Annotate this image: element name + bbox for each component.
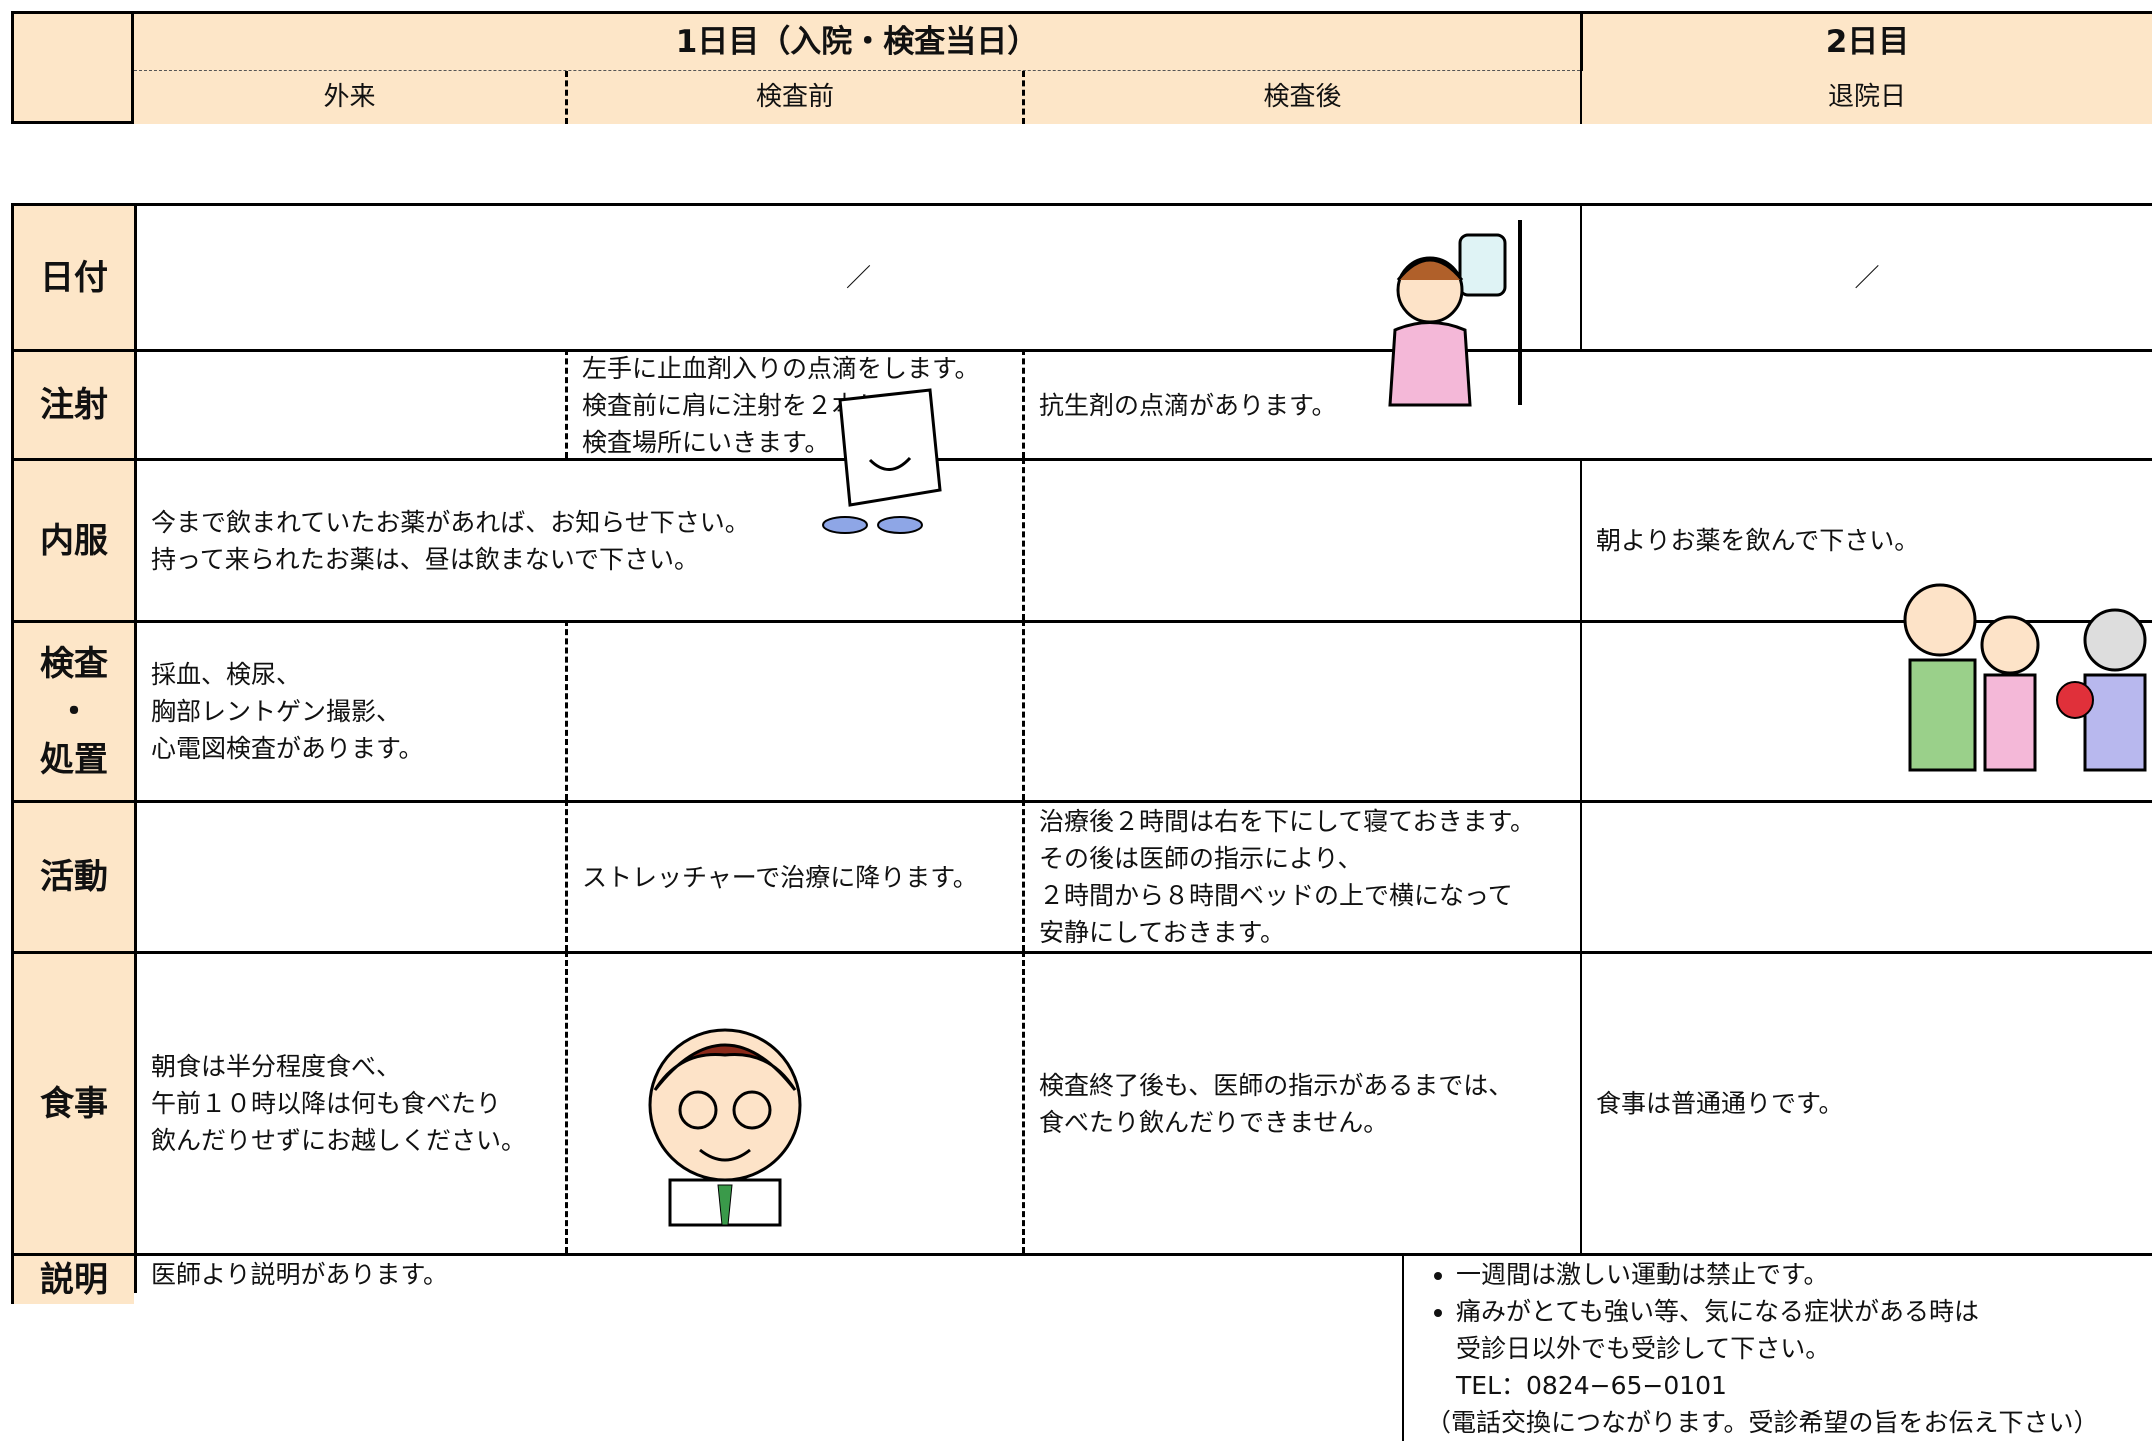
cell-text: ／ [1854, 263, 1880, 292]
cell: ／ [1580, 203, 2152, 349]
cell-text: ／ [845, 263, 871, 292]
cell-text: 胸部レントゲン撮影、 [151, 697, 402, 726]
cell-text: 医師より説明があります。 [151, 1260, 449, 1289]
illustration [1388, 220, 1522, 407]
cell [1580, 620, 2152, 800]
cell [1022, 620, 1580, 800]
schedule-table: 1日目（入院・検査当日） 2日目外来 検査前 検査後 退院日日付 ／ ／ 注射 左手に止血剤入り… [0, 0, 2152, 1253]
row-label: 注射 [11, 349, 134, 458]
column-label: 退院日 [1827, 82, 1906, 112]
column-label: 外来 [323, 82, 376, 112]
column-header: 外来 [134, 71, 565, 124]
column-header: 検査前 [565, 71, 1022, 124]
cell: 朝食は半分程度食べ、午前１０時以降は何も食べたり 飲んだりせずにお越しください。 [134, 951, 565, 1253]
column-label: 検査後 [1263, 82, 1342, 112]
column-header: 検査後 [1022, 71, 1580, 124]
illustration [1903, 583, 2147, 772]
bullet-text: 痛みがとても強い等、気になる症状がある時は [1456, 1297, 1980, 1326]
cell-text: 今まで飲まれていたお薬があれば、お知らせ下さい。 [151, 507, 750, 537]
column-header: 退院日 [1580, 71, 2152, 124]
bullet-text: 受診日以外でも受診して下さい。 [1456, 1334, 1831, 1363]
illustration [648, 1028, 802, 1227]
row-label: 内服 [11, 458, 134, 620]
day1-header: 1日目（入院・検査当日） [134, 11, 1580, 71]
row-label-text: 活動 [40, 857, 108, 897]
cell-text: 抗生剤の点滴があります。 [1039, 390, 1337, 420]
cell-text: ２時間から８時間ベッドの上で横になって [1039, 881, 1513, 910]
cell [565, 1253, 1022, 1256]
row-label: 活動 [11, 800, 134, 951]
row-label: 日付 [11, 203, 134, 349]
cell: 今まで飲まれていたお薬があれば、お知らせ下さい。 持って来られたお薬は、昼は飲まな… [134, 458, 1022, 620]
cell [1580, 800, 2152, 951]
cell-text: 食べたり飲んだりできません。 [1039, 1107, 1389, 1137]
row-label-text: 内服 [40, 520, 108, 561]
bullet-list: 一週間は激しい運動は禁止です。痛みがとても強い等、気になる症状がある時は受診日以… [1426, 1256, 2142, 1404]
row-label-text: 処置 [40, 739, 108, 780]
row-label: 説明 [11, 1253, 134, 1304]
row-label-text: 検査 [40, 643, 108, 684]
cell-text: 治療後２時間は右を下にして寝ておきます。 [1039, 807, 1536, 836]
row-label-text: 食事 [40, 1083, 108, 1124]
row-label-text: ・ [57, 691, 91, 732]
cell: 治療後２時間は右を下にして寝ておきます。 その後は医師の指示により、 ２時間から８時… [1022, 800, 1580, 951]
cell [565, 620, 1022, 800]
header-text: 2日目 [1825, 24, 1910, 60]
day2-header: 2日目 [1580, 11, 2152, 71]
cell-text: 採血、検尿、 [151, 660, 302, 689]
cell-text: 検査場所にいきます。 [582, 427, 830, 457]
cell-text: 安静にしておきます。 [1039, 918, 1286, 947]
row-label-text: 説明 [40, 1260, 108, 1300]
cell [565, 951, 1022, 1253]
row-label-text: 注射 [40, 385, 108, 425]
row-label-text: 日付 [40, 257, 108, 298]
cell: 採血、検尿、胸部レントゲン撮影、 心電図検査があります。 [134, 620, 565, 800]
cell-text: 検査終了後も、医師の指示があるまでは、 [1039, 1070, 1514, 1100]
explanation: 一週間は激しい運動は禁止です。痛みがとても強い等、気になる症状がある時は受診日以… [1402, 1253, 2152, 1441]
cell [1022, 458, 1580, 620]
header-text: 1日目（入院・検査当日） [675, 23, 1039, 60]
row-label: 検査・処置 [11, 620, 134, 800]
cell: ／ [134, 203, 1580, 349]
cell-text: 持って来られたお薬は、昼は飲まないで下さい。 [151, 544, 700, 574]
bullet-text: TEL：0824−65−0101 [1456, 1371, 1727, 1400]
cell [134, 349, 565, 458]
cell-text: 左手に止血剤入りの点滴をします。 [582, 353, 980, 383]
cell-text: 心電図検査があります。 [151, 734, 424, 763]
cell-text: 朝よりお薬を飲んで下さい。 [1596, 526, 1920, 555]
cell: 食事は普通通りです。 [1580, 951, 2152, 1253]
cell [1022, 1253, 1402, 1256]
cell: 医師より説明があります。 [134, 1253, 565, 1293]
cell: 検査終了後も、医師の指示があるまでは、 食べたり飲んだりできません。 [1022, 951, 1580, 1253]
bullet-text: 一週間は激しい運動は禁止です。 [1456, 1260, 1829, 1289]
row-label: 食事 [11, 951, 134, 1253]
cell: ストレッチャーで治療に降ります。 [565, 800, 1022, 951]
cell-text: ストレッチャーで治療に降ります。 [582, 862, 978, 892]
cell-text: その後は医師の指示により、 [1039, 844, 1363, 873]
cell-text: 朝食は半分程度食べ、 [151, 1052, 402, 1081]
cell [134, 800, 565, 951]
cell-text: 食事は普通通りです。 [1596, 1089, 1844, 1118]
illustration [822, 388, 942, 534]
column-label: 検査前 [755, 82, 834, 112]
note: （電話交換につながります。受診希望の旨をお伝え下さい） [1426, 1408, 2099, 1437]
cell: 抗生剤の点滴があります。 [1022, 349, 2152, 458]
cell-text: 飲んだりせずにお越しください。 [151, 1126, 527, 1155]
cell-text: 午前１０時以降は何も食べたり [151, 1089, 502, 1118]
cell: 朝よりお薬を飲んで下さい。 [1580, 458, 2152, 620]
bullet: 一週間は激しい運動は禁止です。 [1456, 1256, 2142, 1293]
corner [11, 11, 134, 124]
